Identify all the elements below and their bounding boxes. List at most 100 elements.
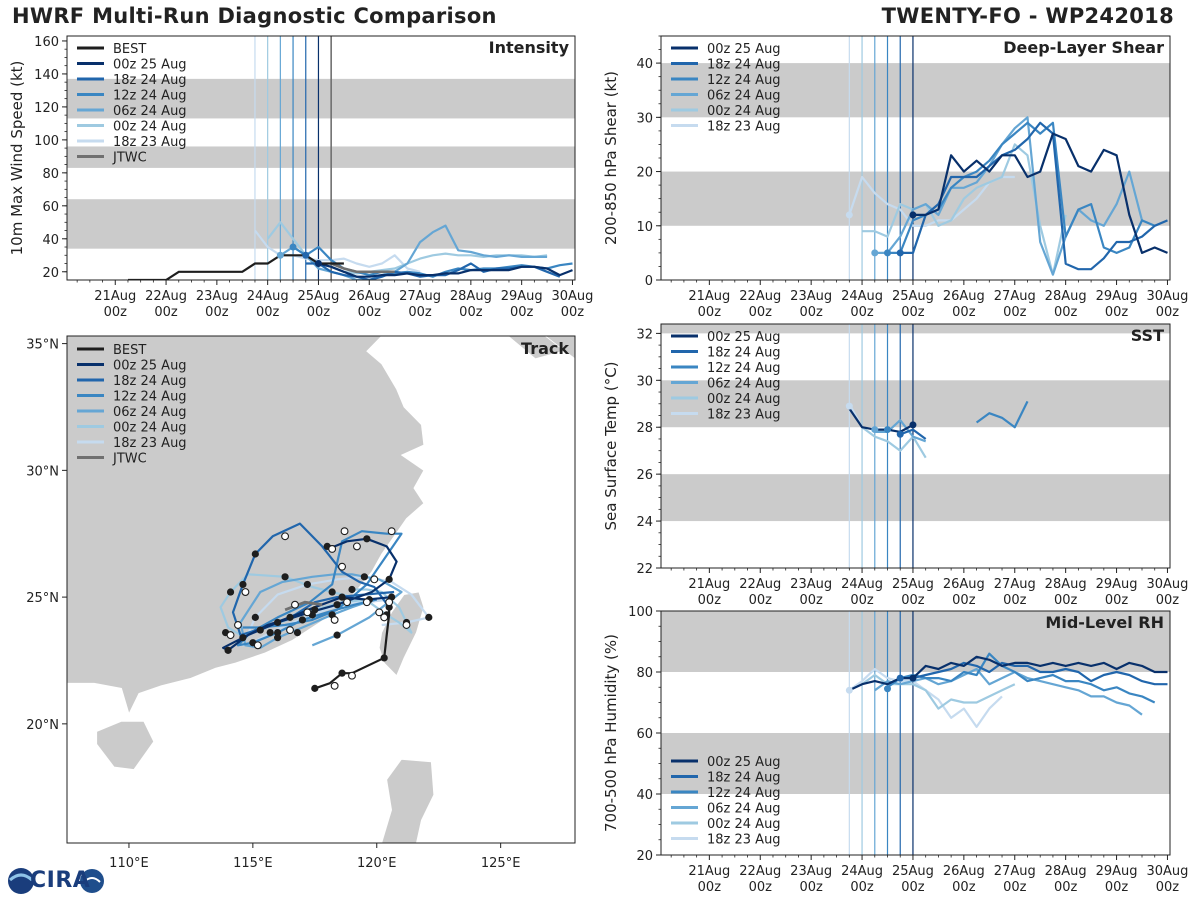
intensity-xtick-hour-8: 00z [510,305,534,320]
sst-init-marker-4 [909,421,917,429]
intensity-legend-label-4: 06z 24 Aug [113,104,187,119]
intensity-xtick-hour-4: 00z [307,305,331,320]
track-legend-label-1: 00z 25 Aug [113,359,187,374]
sst-xtick-hour-8: 00z [1105,593,1129,608]
rh-init-marker-2 [896,674,904,682]
intensity-band-0 [67,199,575,249]
rh-series-2 [886,652,1156,704]
rh-panel: 2040608010021Aug00z22Aug00z23Aug00z24Aug… [602,605,1188,895]
shear-xtick-hour-9: 00z [1156,305,1180,320]
sst-xtick-date-6: 27Aug [994,577,1036,592]
intensity-xtick-date-6: 27Aug [399,289,441,304]
sst-xtick-hour-6: 00z [1003,593,1027,608]
rh-legend-label-5: 18z 23 Aug [707,833,781,848]
shear-ytick-label-4: 40 [636,57,653,72]
shear-xtick-hour-5: 00z [952,305,976,320]
rh-xtick-date-0: 21Aug [688,864,730,879]
rh-ytick-label-2: 60 [636,727,653,742]
sst-legend-label-2: 12z 24 Aug [707,361,781,376]
rh-xtick-date-9: 30Aug [1146,864,1188,879]
intensity-xtick-date-9: 30Aug [551,289,593,304]
intensity-band-1 [67,146,575,168]
intensity-init-marker-2 [302,251,310,259]
rh-xtick-date-7: 28Aug [1045,864,1087,879]
track-day-dot-0-5 [274,618,282,627]
track-halfday-dot-4 [328,544,337,553]
storm-title: TWENTY-FO - WP242018 [881,4,1174,28]
intensity-ytick-label-1: 40 [42,233,59,248]
sst-xtick-hour-2: 00z [799,593,823,608]
sst-legend-label-0: 00z 25 Aug [707,330,781,345]
intensity-xtick-hour-5: 00z [358,305,382,320]
track-panel: 110°E 115°E 120°E 125°E 20°N 25°N 30°N 35°N Trac… [26,335,576,871]
rh-ytick-label-0: 20 [636,849,653,864]
intensity-legend-label-5: 00z 24 Aug [113,120,187,135]
track-day-dot-4-4 [226,588,235,596]
shear-legend-label-3: 06z 24 Aug [707,89,781,104]
intensity-band-2 [67,78,575,119]
rh-xtick-hour-4: 00z [901,880,925,895]
intensity-xtick-hour-1: 00z [154,305,178,320]
track-legend-label-2: 18z 24 Aug [113,374,187,389]
track-day-dot-0-7 [385,575,393,583]
shear-init-marker-4 [909,211,917,219]
sst-ytick-label-5: 32 [636,327,653,342]
sst-xtick-hour-5: 00z [952,593,976,608]
rh-xtick-hour-6: 00z [1003,880,1027,895]
track-halfday-dot-17 [286,626,294,635]
shear-ytick-label-3: 30 [636,111,653,126]
intensity-xtick-date-1: 22Aug [145,289,187,304]
track-day-dot-0-3 [239,634,247,642]
track-day-dot-5-1 [266,628,274,637]
track-halfday-dot-19 [330,681,339,690]
intensity-xtick-date-2: 23Aug [196,289,238,304]
rh-xtick-date-8: 29Aug [1096,864,1138,879]
sst-ytick-label-0: 22 [636,562,653,577]
shear-init-marker-1 [871,249,879,257]
rh-xtick-date-2: 23Aug [790,864,832,879]
sst-xtick-hour-0: 00z [698,593,722,608]
shear-xtick-hour-0: 00z [698,305,722,320]
shear-init-marker-2 [884,249,892,257]
intensity-init-marker-0 [276,251,284,259]
shear-ylabel: 200-850 hPa Shear (kt) [602,71,620,245]
track-day-dot-2-1 [274,628,282,637]
sst-init-marker-3 [896,430,904,438]
rh-xtick-date-1: 22Aug [739,864,781,879]
rh-xtick-date-5: 26Aug [943,864,985,879]
track-title: Track [521,339,569,358]
intensity-xtick-hour-6: 00z [408,305,432,320]
intensity-ytick-label-6: 140 [34,68,59,83]
rh-legend-label-1: 18z 24 Aug [707,771,781,786]
shear-ytick-label-0: 0 [645,274,653,289]
sst-legend-label-5: 18z 23 Aug [707,408,781,423]
rh-xtick-hour-5: 00z [952,880,976,895]
rh-xtick-hour-0: 00z [698,880,722,895]
sst-xtick-date-9: 30Aug [1146,577,1188,592]
intensity-ytick-label-3: 80 [42,167,59,182]
intensity-plot-area [67,36,575,280]
shear-xtick-hour-8: 00z [1105,305,1129,320]
track-day-dot-4-5 [281,573,289,581]
japan-land [544,336,575,360]
track-halfday-dot-0 [241,588,250,596]
shear-xtick-date-8: 29Aug [1096,289,1138,304]
rh-ytick-label-3: 80 [636,666,653,681]
shear-legend-label-0: 00z 25 Aug [707,42,781,57]
shear-xtick-date-2: 23Aug [790,289,832,304]
shear-xtick-date-5: 26Aug [943,289,985,304]
rh-series-1 [900,661,1168,686]
shear-legend-label-4: 00z 24 Aug [707,104,781,119]
rh-xtick-hour-1: 00z [749,880,773,895]
track-halfday-dot-9 [370,575,379,584]
sst-legend-label-3: 06z 24 Aug [707,377,781,392]
sst-init-marker-1 [871,426,879,434]
sst-band-1 [661,380,1170,428]
track-halfday-dot-2 [226,631,235,640]
intensity-xtick-hour-3: 00z [256,305,280,320]
track-plot-area [67,336,575,843]
sst-xtick-hour-4: 00z [901,593,925,608]
track-halfday-dot-7 [387,527,396,536]
rh-title: Mid-Level RH [1045,613,1164,632]
